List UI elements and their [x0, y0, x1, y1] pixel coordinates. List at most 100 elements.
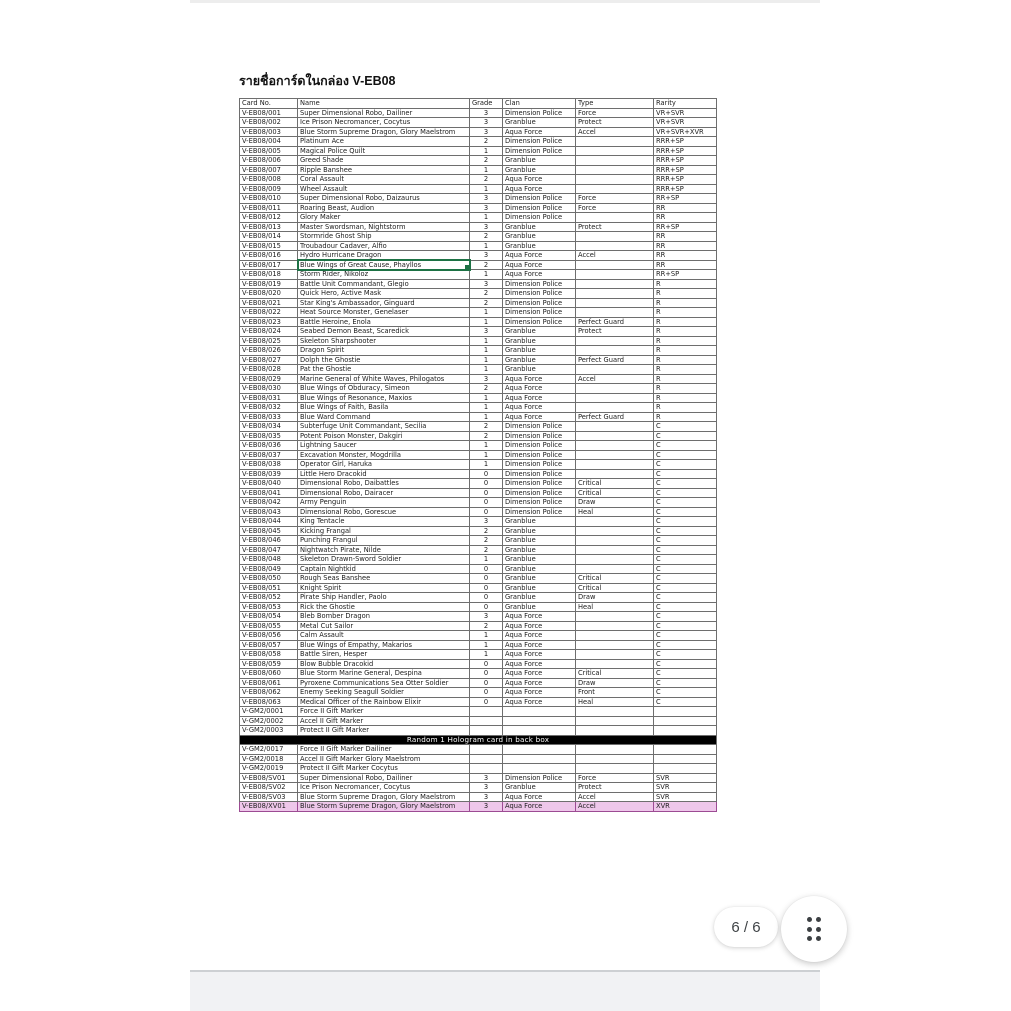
rarity-cell: C [653, 639, 717, 650]
product-image[interactable]: รายชื่อการ์ดในกล่อง V-EB08 Card No. Name… [190, 0, 820, 970]
type-cell [575, 459, 654, 470]
card-no-cell: V-EB08/060 [239, 668, 298, 679]
name-cell: Force II Gift Marker [297, 706, 470, 717]
grade-cell: 1 [469, 649, 503, 660]
grade-cell: 0 [469, 506, 503, 517]
table-header-row: Card No. Name Grade Clan Type Rarity [239, 98, 717, 109]
rarity-cell: RR [653, 212, 717, 223]
card-no-cell: V-EB08/028 [239, 364, 298, 375]
grade-cell [469, 715, 503, 726]
clan-cell: Aqua Force [502, 639, 576, 650]
name-cell: Ice Prison Necromancer, Cocytus [297, 782, 470, 793]
grade-cell: 0 [469, 687, 503, 698]
card-no-cell: V-EB08/050 [239, 573, 298, 584]
rarity-cell: R [653, 307, 717, 318]
name-cell: Troubadour Cadaver, Alfio [297, 240, 470, 251]
card-no-cell: V-EB08/021 [239, 297, 298, 308]
name-cell: Blow Bubble Dracokid [297, 658, 470, 669]
table-row: V-EB08/046 Punching Frangul 2 Granblue C [239, 535, 717, 546]
name-cell: Blue Wings of Obduracy, Simeon [297, 383, 470, 394]
name-cell: Rough Seas Banshee [297, 573, 470, 584]
name-cell: Blue Storm Supreme Dragon, Glory Maelstr… [297, 791, 470, 802]
header-clan: Clan [502, 98, 576, 109]
table-row: V-EB08/037 Excavation Monster, Mogdrilla 1… [239, 449, 717, 460]
name-cell: Battle Unit Commandant, Glegio [297, 278, 470, 289]
card-no-cell: V-EB08/026 [239, 345, 298, 356]
rarity-cell: R [653, 373, 717, 384]
clan-cell: Aqua Force [502, 411, 576, 422]
card-no-cell: V-EB08/008 [239, 174, 298, 185]
clan-cell: Granblue [502, 231, 576, 242]
card-no-cell: V-EB08/007 [239, 164, 298, 175]
table-row: V-EB08/SV03 Blue Storm Supreme Dragon, Gl… [239, 791, 717, 802]
name-cell: Dolph the Ghostie [297, 354, 470, 365]
name-cell: Accel II Gift Marker [297, 715, 470, 726]
name-cell: Rick the Ghostie [297, 601, 470, 612]
grade-cell: 3 [469, 772, 503, 783]
grade-cell: 1 [469, 316, 503, 327]
rarity-cell: RR+SP [653, 269, 717, 280]
card-no-cell: V-EB08/062 [239, 687, 298, 698]
clan-cell: Dimension Police [502, 430, 576, 441]
type-cell [575, 164, 654, 175]
clan-cell [502, 753, 576, 764]
grade-cell: 0 [469, 497, 503, 508]
type-cell [575, 525, 654, 536]
grade-cell: 1 [469, 212, 503, 223]
table-row: V-EB08/054 Bleb Bomber Dragon 3 Aqua Force C [239, 611, 717, 622]
clan-cell: Aqua Force [502, 630, 576, 641]
card-no-cell: V-EB08/035 [239, 430, 298, 441]
rarity-cell: SVR [653, 772, 717, 783]
clan-cell: Granblue [502, 535, 576, 546]
table-row: V-EB08/057 Blue Wings of Empathy, Makario… [239, 639, 717, 650]
apps-grid-button[interactable] [781, 896, 847, 962]
table-row: V-EB08/016 Hydro Hurricane Dragon 3 Aqua Fo… [239, 250, 717, 261]
type-cell: Critical [575, 478, 654, 489]
clan-cell: Granblue [502, 326, 576, 337]
name-cell: Pyroxene Communications Sea Otter Soldie… [297, 677, 470, 688]
rarity-cell: C [653, 516, 717, 527]
grade-cell: 1 [469, 354, 503, 365]
rarity-cell: C [653, 449, 717, 460]
rarity-cell: C [653, 430, 717, 441]
name-cell: Super Dimensional Robo, Daizaurus [297, 193, 470, 204]
card-no-cell: V-EB08/011 [239, 202, 298, 213]
name-cell: Punching Frangul [297, 535, 470, 546]
clan-cell: Dimension Police [502, 212, 576, 223]
page-indicator: 6 / 6 [714, 907, 778, 947]
rarity-cell: C [653, 668, 717, 679]
type-cell: Protect [575, 326, 654, 337]
name-cell: Captain Nightkid [297, 563, 470, 574]
type-cell: Accel [575, 126, 654, 137]
name-cell: Little Hero Dracokid [297, 468, 470, 479]
table-row: V-EB08/030 Blue Wings of Obduracy, Simeon… [239, 383, 717, 394]
rarity-cell: C [653, 649, 717, 660]
name-cell: Knight Spirit [297, 582, 470, 593]
grade-cell: 3 [469, 373, 503, 384]
rarity-cell: C [653, 487, 717, 498]
clan-cell: Granblue [502, 345, 576, 356]
card-no-cell: V-EB08/054 [239, 611, 298, 622]
type-cell [575, 259, 654, 270]
type-cell [575, 307, 654, 318]
rarity-cell: RRR+SP [653, 164, 717, 175]
card-no-cell: V-GM2/0002 [239, 715, 298, 726]
clan-cell: Granblue [502, 592, 576, 603]
rarity-cell: XVR [653, 801, 717, 812]
clan-cell: Dimension Police [502, 145, 576, 156]
card-no-cell: V-EB08/058 [239, 649, 298, 660]
type-cell [575, 725, 654, 736]
name-cell: Operator Girl, Haruka [297, 459, 470, 470]
name-cell: Storm Rider, Nikoloz [297, 269, 470, 280]
card-no-cell: V-EB08/010 [239, 193, 298, 204]
grade-cell: 1 [469, 307, 503, 318]
card-no-cell: V-EB08/029 [239, 373, 298, 384]
clan-cell: Aqua Force [502, 687, 576, 698]
name-cell: Pat the Ghostie [297, 364, 470, 375]
table-row: V-EB08/SV02 Ice Prison Necromancer, Cocyt… [239, 782, 717, 793]
table-row: V-EB08/052 Pirate Ship Handler, Paolo 0 Gra… [239, 592, 717, 603]
clan-cell [502, 725, 576, 736]
rarity-cell: C [653, 630, 717, 641]
clan-cell: Granblue [502, 582, 576, 593]
card-no-cell: V-EB08/020 [239, 288, 298, 299]
